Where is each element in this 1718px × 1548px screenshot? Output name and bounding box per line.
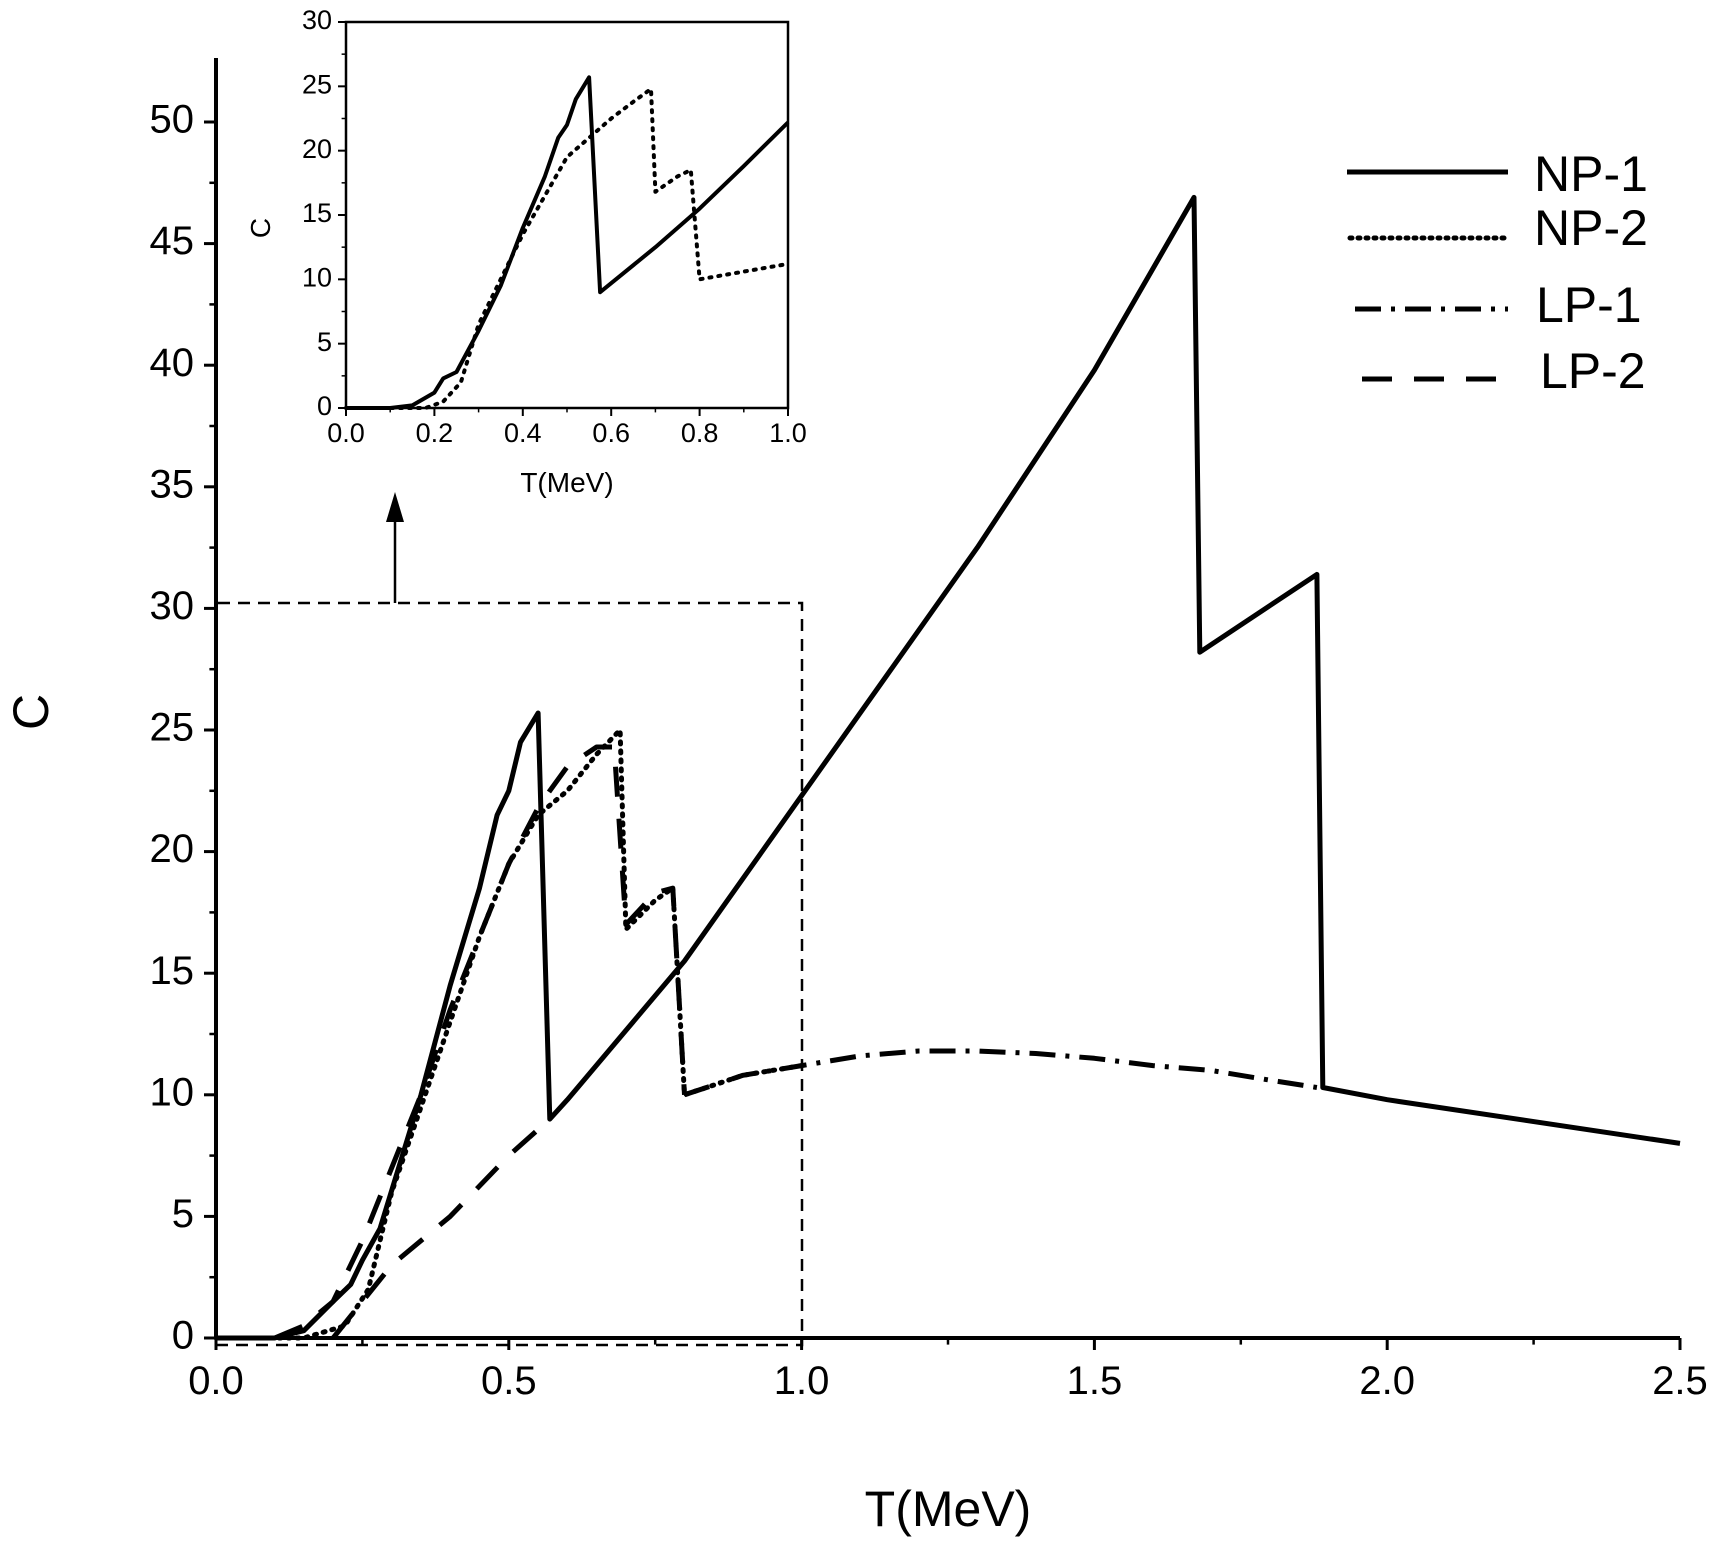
main-y-tick-label: 20: [150, 827, 195, 871]
main-y-tick-label: 15: [150, 949, 195, 993]
main-y-tick-label: 45: [150, 219, 195, 263]
inset-plot: 0.0 0.2 0.4 0.6 0.8 1.0 0 5 10 15 20 25 30 T(MeV) C: [245, 5, 807, 498]
main-line-lp-1: [683, 1048, 1318, 1098]
main-y-tick-label: 0: [172, 1314, 194, 1358]
legend-label-lp-2: LP-2: [1540, 343, 1646, 399]
main-line-lp-2: [273, 744, 687, 1341]
main-x-axis-title: T(MeV): [865, 1481, 1032, 1537]
inset-frame: [344, 20, 790, 410]
main-y-tick-label: 10: [150, 1070, 195, 1114]
main-y-tick-label: 40: [150, 341, 195, 385]
zoom-annotation: [214, 492, 804, 1347]
main-y-tick-label: 25: [150, 706, 195, 750]
inset-tick-group: 0.0 0.2 0.4 0.6 0.8 1.0 0 5 10 15 20 25 30: [302, 5, 807, 448]
inset-y-tick-label: 20: [302, 134, 332, 164]
inset-y-tick-label: 30: [302, 5, 332, 35]
inset-x-tick-label: 1.0: [769, 418, 807, 448]
legend-label-np-1: NP-1: [1534, 146, 1648, 202]
inset-series-group: [344, 75, 790, 410]
inset-x-tick-label: 0.0: [327, 418, 365, 448]
inset-x-tick-label: 0.8: [681, 418, 719, 448]
main-y-tick-label: 50: [150, 98, 195, 142]
main-x-tick-label: 0.0: [188, 1359, 244, 1403]
inset-x-tick-label: 0.6: [592, 418, 630, 448]
legend-item-np-1: NP-1: [1347, 146, 1648, 202]
main-x-tick-label: 0.5: [481, 1359, 537, 1403]
legend-item-lp-1: LP-1: [1355, 277, 1642, 333]
main-x-tick-label: 2.5: [1652, 1359, 1708, 1403]
main-x-tick-label: 1.0: [774, 1359, 830, 1403]
inset-line-np-1: [346, 75, 790, 410]
inset-line-np-2: [344, 86, 790, 410]
main-line-series-4: [331, 1117, 552, 1340]
inset-y-tick-label: 15: [302, 198, 332, 228]
zoom-box: [214, 601, 804, 1347]
legend-item-lp-2: LP-2: [1362, 343, 1646, 399]
legend-item-np-2: NP-2: [1347, 200, 1648, 256]
legend-label-lp-1: LP-1: [1536, 277, 1642, 333]
inset-x-axis-title: T(MeV): [520, 467, 613, 498]
main-y-tick-label: 30: [150, 584, 195, 628]
main-y-tick-label: 35: [150, 462, 195, 506]
legend: NP-1 NP-2 LP-1 LP-2: [1347, 146, 1648, 399]
inset-y-tick-label: 0: [317, 391, 332, 421]
inset-y-tick-label: 25: [302, 69, 332, 99]
main-line-np-1: [216, 194, 1681, 1341]
inset-y-axis-title: C: [245, 218, 276, 238]
main-x-tick-label: 1.5: [1067, 1359, 1123, 1403]
main-x-tick-label: 2.0: [1359, 1359, 1415, 1403]
zoom-arrow-head: [386, 492, 404, 522]
main-y-axis-title: C: [3, 694, 59, 730]
legend-label-np-2: NP-2: [1534, 200, 1648, 256]
inset-y-tick-label: 5: [317, 327, 332, 357]
inset-y-tick-label: 10: [302, 262, 332, 292]
inset-x-tick-label: 0.2: [416, 418, 454, 448]
main-series-group: [213, 194, 1681, 1341]
main-y-tick-label: 5: [172, 1192, 194, 1236]
inset-x-tick-label: 0.4: [504, 418, 542, 448]
main-line-np-2: [213, 727, 805, 1341]
